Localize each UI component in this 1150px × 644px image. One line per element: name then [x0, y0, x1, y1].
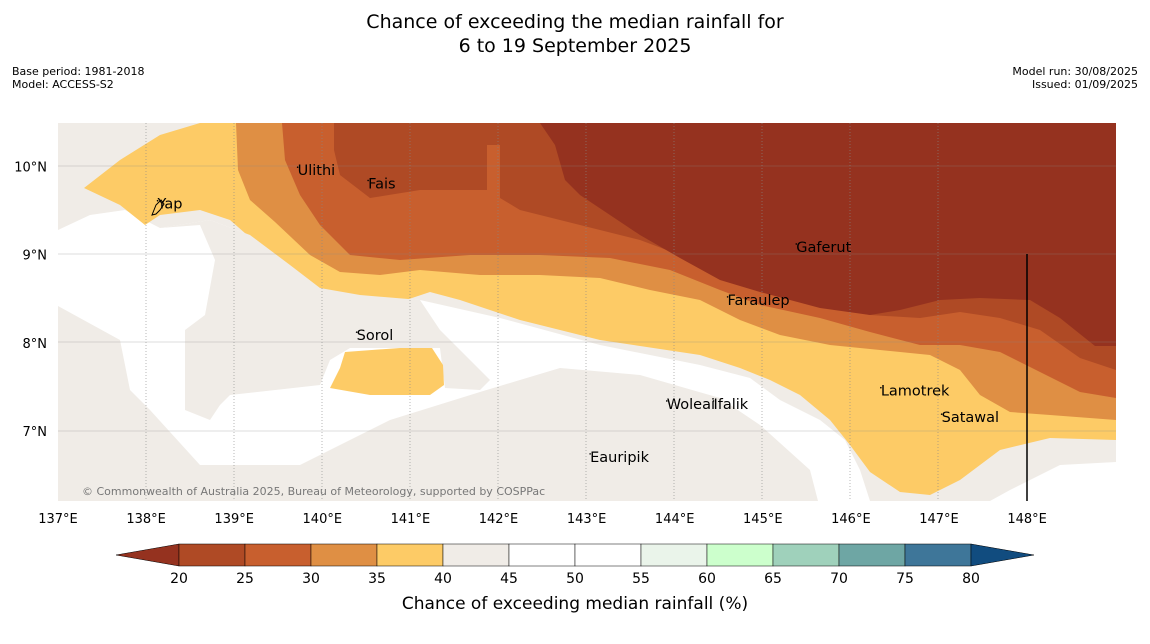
- model-name: Model: ACCESS-S2: [12, 78, 114, 91]
- lon-tick-label: 143°E: [567, 512, 607, 527]
- lon-tick-labels: 137°E 138°E 139°E 140°E 141°E 142°E 143°E 144°E…: [38, 512, 1047, 527]
- place-label: Eauripik: [590, 450, 649, 466]
- colorbar-tick-label: 45: [500, 571, 518, 587]
- colorbar-over-arrow: [970, 543, 1035, 567]
- lon-tick-label: 142°E: [479, 512, 519, 527]
- lon-tick-label: 139°E: [214, 512, 254, 527]
- colorbar-segment: [838, 543, 906, 567]
- place-marker: [880, 386, 882, 389]
- colorbar-tick-label: 35: [368, 571, 386, 587]
- place-marker: [795, 243, 798, 245]
- place-marker: [156, 199, 159, 202]
- place-label: Lamotrek: [881, 384, 950, 400]
- lon-tick-label: 137°E: [38, 512, 78, 527]
- colorbar-tick-label: 20: [170, 571, 188, 587]
- colorbar: 20 25 30 35 40 45 50 55 60 65 70 75 80: [115, 543, 1035, 587]
- lon-tick-label: 146°E: [831, 512, 871, 527]
- colorbar-tick-label: 70: [830, 571, 848, 587]
- lat-tick-label: 8°N: [23, 337, 48, 352]
- place-marker: [665, 400, 668, 402]
- place-label: Sorol: [357, 328, 394, 344]
- colorbar-segment: [310, 543, 378, 567]
- colorbar-tick-label: 55: [632, 571, 650, 587]
- place-marker: [589, 453, 591, 455]
- model-run: Model run: 30/08/2025: [1012, 65, 1138, 78]
- colorbar-segment: [640, 543, 708, 567]
- colorbar-segment: [376, 543, 444, 567]
- lat-tick-label: 10°N: [14, 160, 47, 175]
- map-plot: Ulithi Fais Yap Gaferut Faraulep Sorol Lamotre…: [58, 123, 1116, 501]
- lon-tick-label: 145°E: [743, 512, 783, 527]
- colorbar-tick-label: 80: [962, 571, 980, 587]
- colorbar-label: Chance of exceeding median rainfall (%): [401, 594, 749, 614]
- colorbar-segment: [244, 543, 312, 567]
- grid: [58, 123, 1116, 501]
- lon-tick-label: 144°E: [655, 512, 695, 527]
- colorbar-tick-label: 50: [566, 571, 584, 587]
- region-40-45-yap: [58, 210, 490, 420]
- colorbar-tick-label: 25: [236, 571, 254, 587]
- place-label: Yap: [157, 197, 183, 213]
- place-marker: [712, 400, 715, 402]
- place-marker: [726, 296, 729, 298]
- title-line-2: 6 to 19 September 2025: [458, 35, 692, 57]
- place-label: Satawal: [942, 410, 999, 426]
- lon-tick-label: 138°E: [126, 512, 166, 527]
- place-marker: [940, 413, 943, 415]
- colorbar-segment: [706, 543, 774, 567]
- colorbar-under-arrow: [115, 543, 180, 567]
- issued-date: Issued: 01/09/2025: [1031, 78, 1138, 91]
- place-marker: [355, 331, 358, 333]
- colorbar-tick-label: 30: [302, 571, 320, 587]
- lat-tick-label: 9°N: [23, 249, 48, 264]
- colorbar-tick-label: 65: [764, 571, 782, 587]
- colorbar-segment: [904, 543, 972, 567]
- copyright-text: © Commonwealth of Australia 2025, Bureau…: [82, 485, 546, 498]
- meta-right: Model run: 30/08/2025 Issued: 01/09/2025: [1012, 65, 1138, 91]
- colorbar-segment: [772, 543, 840, 567]
- lon-tick-label: 147°E: [919, 512, 959, 527]
- lon-tick-label: 141°E: [391, 512, 431, 527]
- lat-tick-label: 7°N: [23, 425, 48, 440]
- lon-tick-label: 148°E: [1007, 512, 1047, 527]
- colorbar-tick-label: 40: [434, 571, 452, 587]
- colorbar-tick-label: 75: [896, 571, 914, 587]
- grid-lon: [145, 123, 939, 501]
- region-35-40-sorol: [330, 348, 444, 395]
- colorbar-tick-label: 60: [698, 571, 716, 587]
- place-layer: Ulithi Fais Yap Gaferut Faraulep Sorol Lamotre…: [157, 163, 1000, 466]
- place-label: Faraulep: [728, 293, 790, 309]
- lat-tick-labels: 10°N 9°N 8°N 7°N: [14, 160, 47, 440]
- colorbar-segment: [508, 543, 576, 567]
- place-marker: [296, 166, 299, 169]
- map-title: Chance of exceeding the median rainfall …: [0, 10, 1150, 58]
- colorbar-segment: [442, 543, 510, 567]
- place-label: Gaferut: [796, 240, 851, 256]
- colorbar-segment: [574, 543, 642, 567]
- place-label: Fais: [368, 176, 395, 192]
- meta-left: Base period: 1981-2018 Model: ACCESS-S2: [12, 65, 144, 91]
- title-line-1: Chance of exceeding the median rainfall …: [366, 11, 784, 33]
- yap-island-shape: [151, 199, 165, 216]
- region-lt20: [540, 123, 1116, 346]
- place-label: Ifalik: [713, 397, 748, 413]
- place-label: Woleai: [667, 397, 715, 413]
- place-label: Ulithi: [298, 163, 336, 179]
- base-period: Base period: 1981-2018: [12, 65, 145, 78]
- place-marker: [367, 179, 369, 182]
- colorbar-segment: [178, 543, 246, 567]
- lon-tick-label: 140°E: [303, 512, 343, 527]
